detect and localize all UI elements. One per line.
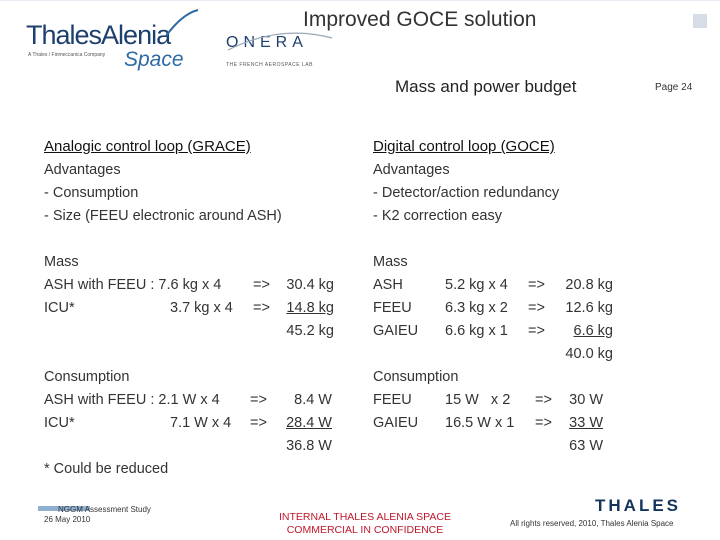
footer-accent-bar	[38, 506, 90, 511]
thales-alenia-space-logo: ThalesAlenia A Thales / Finmeccanica Com…	[26, 9, 199, 72]
left-cons-row-arrow: =>	[250, 392, 267, 408]
corner-marker	[693, 14, 707, 28]
onera-arc-icon	[227, 32, 333, 51]
logo-text-space: Space	[124, 48, 184, 71]
right-mass-row-arrow: =>	[528, 277, 545, 293]
right-cons-row-arrow: =>	[535, 392, 552, 408]
onera-logo: ONERA THE FRENCH AEROSPACE LAB	[220, 28, 340, 72]
right-mass-row-value: 20.8 kg	[565, 277, 613, 293]
left-advantages-title: Advantages	[44, 162, 121, 178]
right-heading: Digital control loop (GOCE)	[373, 138, 555, 155]
top-bar	[0, 0, 720, 1]
footnote: * Could be reduced	[44, 461, 169, 477]
right-mass-row-label: ASH	[373, 277, 403, 293]
right-advantage-item: - K2 correction easy	[373, 208, 502, 224]
left-cons-row-value: 8.4 W	[294, 392, 332, 408]
left-mass-row-value: 14.8 kg	[286, 300, 334, 316]
right-cons-row-mid: 15 W x 2	[445, 392, 511, 408]
left-mass-row-label: ICU*	[44, 300, 75, 316]
logo-swoosh-icon	[165, 9, 199, 37]
confidentiality-line: INTERNAL THALES ALENIA SPACE	[279, 511, 451, 523]
footer-meeting: NGGM Assessment Study	[58, 505, 151, 514]
right-mass-row-mid: 6.3 kg x 2	[445, 300, 508, 316]
left-cons-total: 36.8 W	[286, 438, 332, 454]
right-mass-total: 40.0 kg	[565, 346, 613, 362]
footer-date: 26 May 2010	[44, 515, 91, 524]
left-cons-row-value: 28.4 W	[286, 415, 332, 431]
left-mass-row-arrow: =>	[253, 300, 270, 316]
left-mass-total: 45.2 kg	[286, 323, 334, 339]
left-advantage-item: - Consumption	[44, 185, 139, 201]
right-cons-row-label: FEEU	[373, 392, 412, 408]
left-cons-row-arrow: =>	[250, 415, 267, 431]
left-mass-row-mid: 3.7 kg x 4	[170, 300, 233, 316]
onera-tagline: THE FRENCH AEROSPACE LAB	[226, 62, 313, 68]
left-cons-row-label: ICU*	[44, 415, 75, 431]
right-mass-row-label: FEEU	[373, 300, 412, 316]
right-mass-row-value: 6.6 kg	[573, 323, 614, 339]
logo-tagline: A Thales / Finmeccanica Company	[28, 52, 106, 58]
right-advantage-item: - Detector/action redundancy	[373, 185, 560, 201]
left-mass-title: Mass	[44, 254, 79, 270]
left-mass-row-label: ASH with FEEU : 7.6 kg x 4	[44, 277, 222, 293]
left-mass-row-value: 30.4 kg	[286, 277, 334, 293]
right-mass-row-arrow: =>	[528, 300, 545, 316]
right-cons-row-value: 33 W	[569, 415, 603, 431]
right-mass-row-mid: 6.6 kg x 1	[445, 323, 508, 339]
right-advantages-title: Advantages	[373, 162, 450, 178]
logo-text-main: ThalesAlenia	[26, 20, 171, 50]
confidentiality-line: COMMERCIAL IN CONFIDENCE	[286, 524, 444, 536]
right-mass-row-value: 12.6 kg	[565, 300, 613, 316]
copyright-notice: All rights reserved, 2010, Thales Alenia…	[510, 519, 674, 528]
right-consumption-title: Consumption	[373, 369, 459, 385]
right-mass-row-label: GAIEU	[373, 323, 419, 339]
right-cons-row-mid: 16.5 W x 1	[445, 415, 515, 431]
left-cons-row-mid: 7.1 W x 4	[170, 415, 232, 431]
left-heading: Analogic control loop (GRACE)	[44, 138, 251, 155]
right-mass-title: Mass	[373, 254, 408, 270]
right-mass-row-mid: 5.2 kg x 4	[445, 277, 508, 293]
page-number: Page 24	[655, 82, 693, 93]
thales-footer-logo: THALES	[595, 496, 681, 515]
right-cons-row-arrow: =>	[535, 415, 552, 431]
left-mass-row-arrow: =>	[253, 277, 270, 293]
left-cons-row-label: ASH with FEEU : 2.1 W x 4	[44, 392, 220, 408]
left-consumption-title: Consumption	[44, 369, 130, 385]
slide-subtitle: Mass and power budget	[395, 77, 577, 96]
right-cons-row-label: GAIEU	[373, 415, 419, 431]
right-mass-row-arrow: =>	[528, 323, 545, 339]
slide-title: Improved GOCE solution	[303, 8, 537, 31]
confidentiality-notice: INTERNAL THALES ALENIA SPACE COMMERCIAL …	[240, 511, 490, 537]
onera-text: ONERA	[226, 34, 308, 51]
right-cons-total: 63 W	[569, 438, 603, 454]
right-cons-row-value: 30 W	[569, 392, 603, 408]
left-advantage-item: - Size (FEEU electronic around ASH)	[44, 208, 282, 224]
